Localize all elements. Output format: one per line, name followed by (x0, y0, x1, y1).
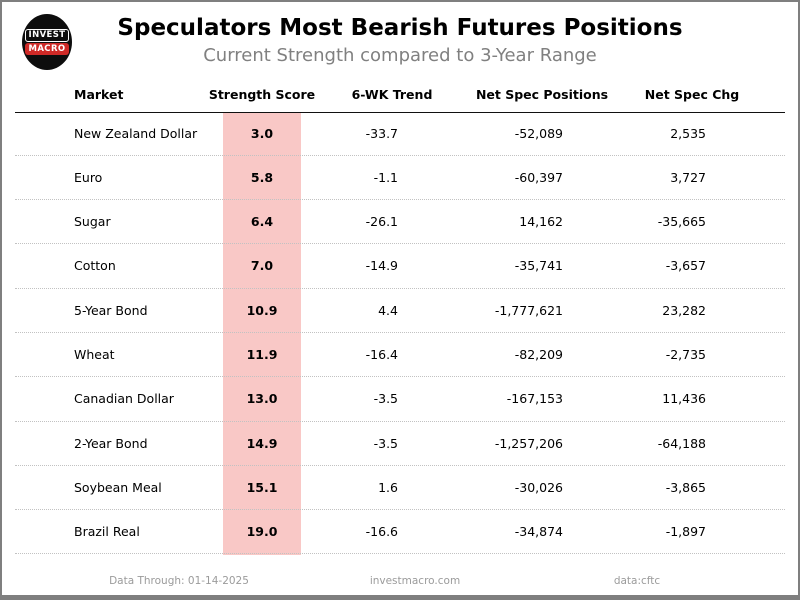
page-title: Speculators Most Bearish Futures Positio… (117, 15, 683, 41)
table-row: Euro 5.8 -1.1 -60,397 3,727 (15, 156, 785, 201)
score-cell: 15.1 (246, 479, 278, 495)
market-cell: Canadian Dollar (74, 391, 174, 407)
header-divider (15, 111, 785, 113)
change-cell: -1,897 (665, 524, 706, 540)
market-cell: Sugar (74, 214, 111, 230)
column-header-strength-score: Strength Score (208, 87, 316, 102)
trend-cell: 4.4 (378, 302, 398, 318)
change-cell: -35,665 (657, 214, 706, 230)
trend-cell: -26.1 (365, 214, 398, 230)
logo-invest-label: INVEST (25, 28, 69, 42)
change-cell: 2,535 (670, 125, 706, 141)
change-cell: -3,657 (665, 258, 706, 274)
score-cell: 6.4 (250, 214, 274, 230)
change-cell: 11,436 (662, 391, 706, 407)
table-body: New Zealand Dollar 3.0 -33.7 -52,089 2,5… (15, 112, 785, 555)
table-row: Soybean Meal 15.1 1.6 -30,026 -3,865 (15, 466, 785, 511)
column-header-net-spec-chg: Net Spec Chg (644, 87, 740, 102)
table-row: New Zealand Dollar 3.0 -33.7 -52,089 2,5… (15, 112, 785, 156)
page-subtitle: Current Strength compared to 3-Year Rang… (203, 45, 597, 66)
trend-cell: -16.6 (365, 524, 398, 540)
score-cell: 13.0 (246, 391, 278, 407)
table-row: Sugar 6.4 -26.1 14,162 -35,665 (15, 200, 785, 245)
positions-cell: -34,874 (514, 524, 563, 540)
change-cell: -3,865 (665, 479, 706, 495)
table-row: 2-Year Bond 14.9 -3.5 -1,257,206 -64,188 (15, 422, 785, 466)
trend-cell: -33.7 (365, 125, 398, 141)
score-cell: 3.0 (250, 125, 274, 141)
positions-cell: 14,162 (519, 214, 563, 230)
positions-cell: -30,026 (514, 479, 563, 495)
score-cell: 10.9 (246, 302, 278, 318)
strength-score-highlight-column (223, 113, 301, 555)
score-cell: 11.9 (246, 346, 278, 362)
trend-cell: -3.5 (373, 391, 398, 407)
positions-cell: -1,777,621 (494, 302, 563, 318)
investmacro-logo: INVEST MACRO (22, 14, 72, 70)
table-row: Canadian Dollar 13.0 -3.5 -167,153 11,43… (15, 377, 785, 422)
market-cell: Cotton (74, 258, 116, 274)
trend-cell: 1.6 (378, 479, 398, 495)
positions-cell: -52,089 (514, 125, 563, 141)
score-cell: 5.8 (250, 169, 274, 185)
change-cell: -64,188 (657, 435, 706, 451)
market-cell: Euro (74, 169, 103, 185)
column-header-net-spec-positions: Net Spec Positions (475, 87, 609, 102)
table-row: Brazil Real 19.0 -16.6 -34,874 -1,897 (15, 510, 785, 555)
market-cell: New Zealand Dollar (74, 125, 198, 141)
table-row: Wheat 11.9 -16.4 -82,209 -2,735 (15, 333, 785, 378)
column-header-market: Market (74, 87, 124, 102)
column-header-6wk-trend: 6-WK Trend (351, 87, 433, 102)
score-cell: 14.9 (246, 435, 278, 451)
market-cell: Soybean Meal (74, 479, 162, 495)
footer-data-source: data:cftc (613, 575, 661, 587)
trend-cell: -16.4 (365, 346, 398, 362)
score-cell: 19.0 (246, 524, 278, 540)
market-cell: Brazil Real (74, 524, 140, 540)
logo-macro-label: MACRO (25, 43, 69, 56)
positions-cell: -35,741 (514, 258, 563, 274)
trend-cell: -14.9 (365, 258, 398, 274)
table-row: 5-Year Bond 10.9 4.4 -1,777,621 23,282 (15, 289, 785, 333)
table-row: Cotton 7.0 -14.9 -35,741 -3,657 (15, 244, 785, 289)
market-cell: Wheat (74, 346, 115, 362)
market-cell: 2-Year Bond (74, 435, 148, 451)
score-cell: 7.0 (250, 258, 274, 274)
change-cell: -2,735 (665, 346, 706, 362)
trend-cell: -1.1 (373, 169, 398, 185)
change-cell: 23,282 (662, 302, 706, 318)
trend-cell: -3.5 (373, 435, 398, 451)
positions-cell: -1,257,206 (494, 435, 563, 451)
change-cell: 3,727 (670, 169, 706, 185)
positions-cell: -167,153 (506, 391, 563, 407)
footer-data-through: Data Through: 01-14-2025 (109, 575, 249, 587)
positions-cell: -60,397 (514, 169, 563, 185)
market-cell: 5-Year Bond (74, 302, 148, 318)
positions-cell: -82,209 (514, 346, 563, 362)
footer-website: investmacro.com (369, 575, 461, 587)
